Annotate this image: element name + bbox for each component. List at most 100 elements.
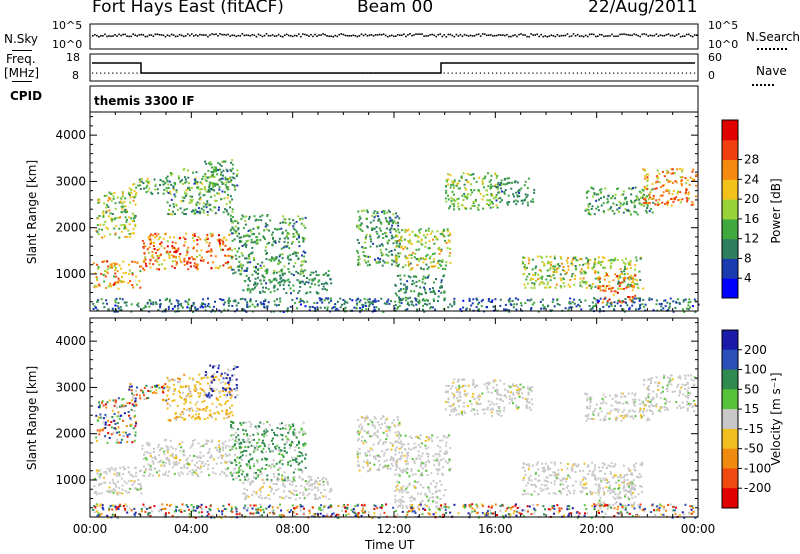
- data-cell: [292, 431, 295, 434]
- data-cell: [295, 270, 298, 273]
- data-cell: [541, 298, 544, 301]
- data-cell: [270, 259, 273, 262]
- data-cell: [210, 195, 213, 198]
- data-cell: [425, 255, 428, 258]
- data-cell: [227, 213, 230, 216]
- data-cell: [691, 201, 694, 204]
- data-cell: [125, 425, 128, 428]
- data-cell: [287, 476, 289, 479]
- noise-point: [641, 33, 644, 36]
- data-cell: [240, 446, 243, 449]
- data-cell: [448, 207, 451, 210]
- data-cell: [364, 237, 367, 240]
- data-cell: [654, 181, 657, 184]
- data-cell: [619, 283, 622, 286]
- data-cell: [369, 221, 372, 224]
- data-cell: [131, 403, 134, 406]
- data-cell: [242, 215, 245, 218]
- data-cell: [606, 201, 609, 204]
- data-cell: [171, 241, 174, 244]
- data-cell: [105, 226, 108, 229]
- data-cell: [163, 439, 166, 442]
- data-cell: [634, 294, 637, 297]
- data-cell: [631, 299, 634, 302]
- data-cell: [522, 256, 525, 259]
- data-cell: [148, 442, 151, 445]
- data-cell: [202, 376, 205, 379]
- data-cell: [114, 304, 117, 307]
- data-cell: [372, 242, 375, 245]
- data-cell: [438, 252, 441, 255]
- data-cell: [597, 285, 600, 288]
- data-cell: [127, 282, 130, 284]
- data-cell: [237, 227, 240, 230]
- data-cell: [218, 240, 221, 243]
- data-cell: [587, 261, 589, 264]
- data-cell: [568, 306, 571, 309]
- data-cell: [251, 287, 254, 290]
- data-cell: [157, 443, 160, 446]
- data-cell: [624, 197, 627, 200]
- data-cell: [114, 301, 117, 304]
- data-cell: [194, 418, 197, 421]
- data-cell: [616, 302, 619, 305]
- data-cell: [279, 284, 282, 287]
- data-cell: [144, 262, 147, 265]
- data-cell: [222, 169, 225, 172]
- data-cell: [514, 297, 517, 300]
- data-cell: [134, 223, 137, 226]
- data-cell: [131, 441, 134, 444]
- data-cell: [182, 453, 185, 456]
- data-cell: [300, 484, 303, 487]
- data-cell: [314, 493, 317, 496]
- data-cell: [449, 232, 451, 235]
- data-cell: [121, 484, 124, 487]
- data-cell: [245, 454, 248, 457]
- data-cell: [177, 472, 180, 475]
- nave-point: [209, 72, 211, 74]
- data-cell: [130, 479, 133, 482]
- data-cell: [239, 479, 242, 481]
- data-cell: [256, 473, 259, 476]
- data-cell: [191, 444, 193, 447]
- data-cell: [560, 257, 563, 260]
- data-cell: [97, 233, 100, 235]
- data-cell: [267, 301, 270, 304]
- data-cell: [183, 167, 186, 170]
- data-cell: [643, 186, 646, 188]
- data-cell: [298, 234, 300, 237]
- data-cell: [162, 237, 165, 240]
- nave-point: [504, 72, 506, 74]
- data-cell: [298, 301, 301, 303]
- data-cell: [587, 262, 590, 265]
- data-cell: [631, 276, 634, 279]
- data-cell: [434, 264, 437, 267]
- data-cell: [638, 190, 641, 193]
- data-cell: [110, 433, 113, 436]
- data-cell: [468, 173, 471, 176]
- data-cell: [471, 191, 474, 194]
- noise-point: [310, 33, 312, 36]
- data-cell: [278, 478, 281, 481]
- data-cell: [526, 194, 529, 197]
- noise-point: [237, 34, 240, 37]
- data-cell: [624, 265, 626, 268]
- data-cell: [483, 177, 486, 180]
- data-cell: [445, 178, 448, 181]
- data-cell: [116, 415, 119, 418]
- data-cell: [254, 281, 257, 284]
- data-cell: [210, 235, 213, 238]
- data-cell: [316, 292, 319, 295]
- data-cell: [270, 479, 273, 482]
- data-cell: [359, 224, 362, 227]
- data-cell: [114, 267, 117, 269]
- data-cell: [298, 236, 300, 239]
- data-cell: [641, 196, 644, 199]
- data-cell: [294, 479, 296, 482]
- data-cell: [162, 192, 165, 195]
- data-cell: [139, 188, 142, 190]
- noise-point: [562, 34, 565, 37]
- data-cell: [441, 259, 444, 262]
- noise-point: [419, 33, 421, 35]
- data-cell: [487, 299, 490, 302]
